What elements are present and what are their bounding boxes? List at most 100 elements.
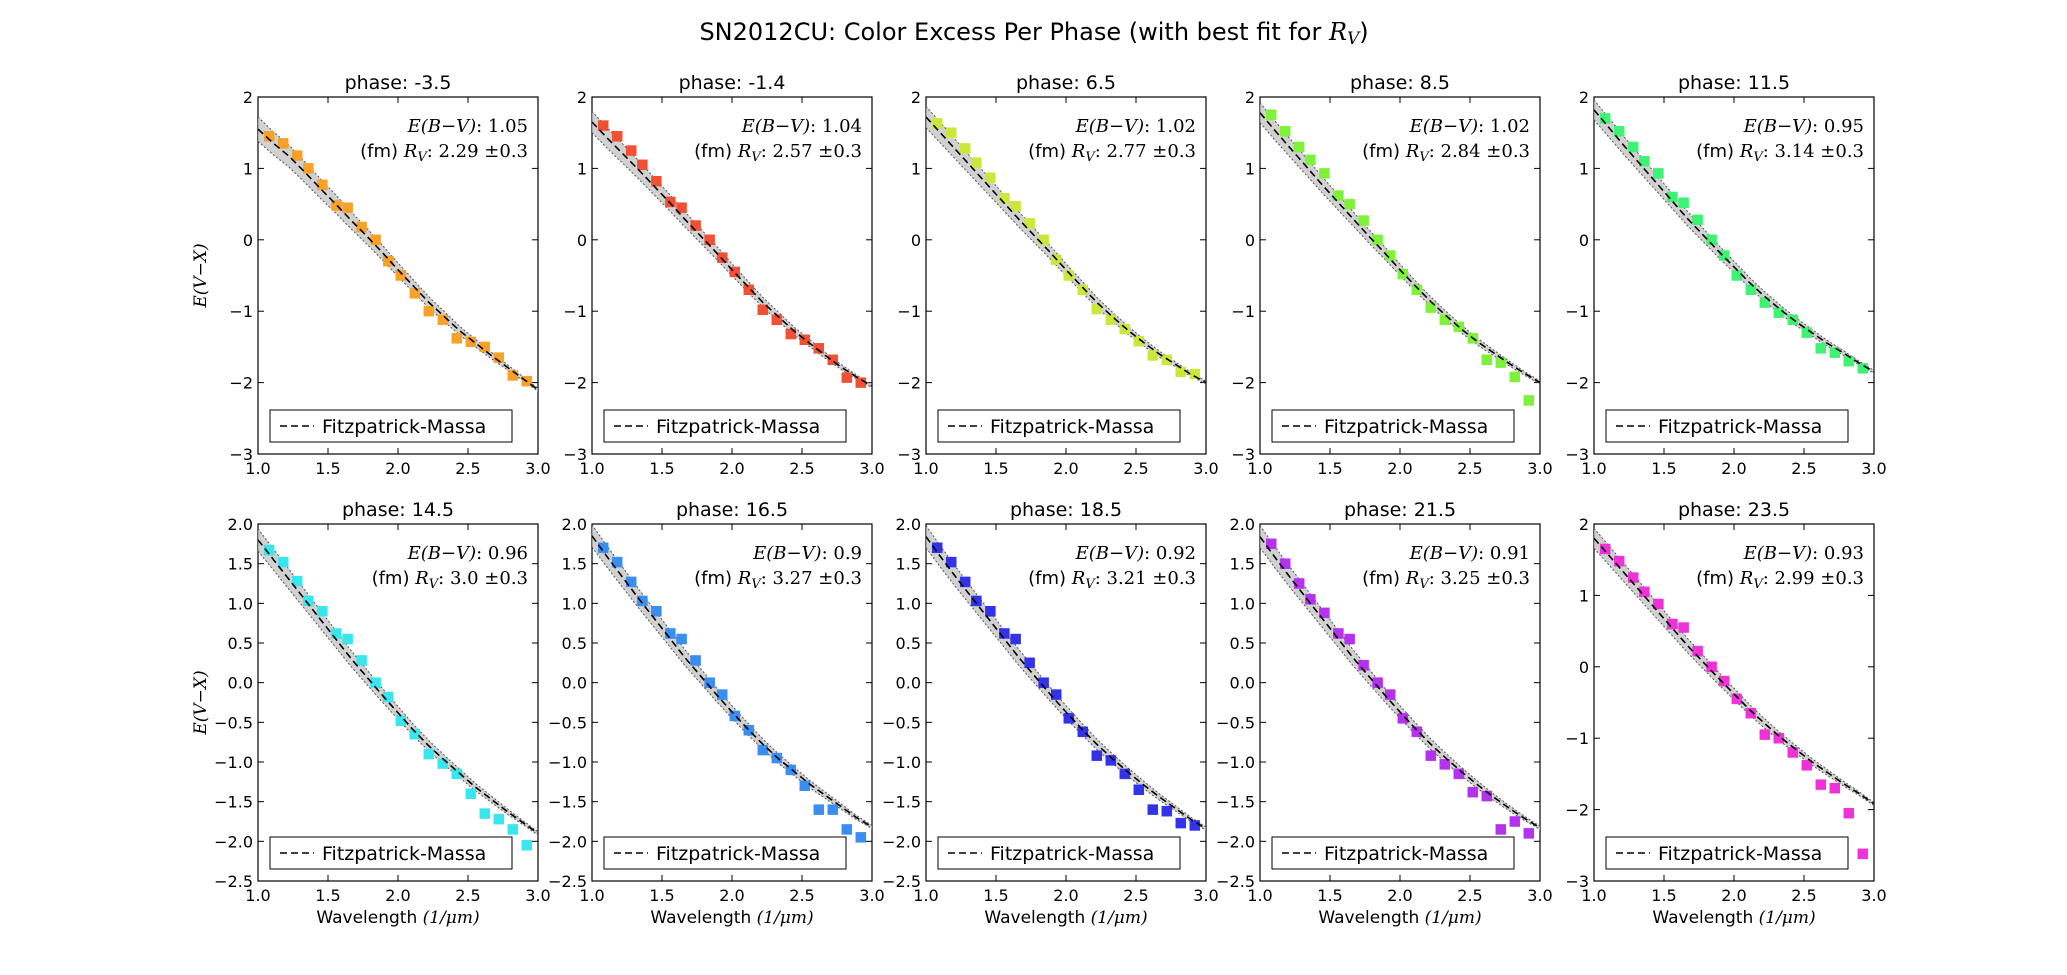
data-point	[1843, 355, 1855, 367]
legend-box	[269, 836, 513, 870]
y-tick-label: 0	[243, 231, 253, 250]
data-point	[743, 284, 755, 296]
plot-area	[926, 105, 1206, 385]
y-tick-label: 1	[1579, 586, 1589, 605]
x-tick-label: 2.5	[1457, 886, 1482, 905]
data-point	[1358, 215, 1369, 226]
y-tick-label: 0.0	[1230, 674, 1255, 693]
x-tick-label: 3.0	[1527, 459, 1552, 478]
data-point	[1372, 234, 1383, 246]
data-point	[1627, 141, 1639, 153]
data-point	[945, 127, 957, 138]
y-tick-label: −3	[1231, 445, 1255, 464]
y-tick-label: 0	[577, 231, 587, 250]
data-point	[1010, 200, 1021, 212]
x-tick-label: 1.0	[1581, 886, 1606, 905]
plot-area	[1594, 527, 1874, 860]
data-point	[651, 606, 662, 617]
y-tick-label: −2	[1565, 801, 1589, 820]
y-tick-label: −2	[897, 374, 921, 393]
fit-upper-bound	[592, 524, 872, 826]
x-tick-label: 2.0	[719, 459, 744, 478]
data-point	[1745, 707, 1757, 719]
y-tick-label: 2.0	[228, 515, 253, 534]
data-point	[1599, 543, 1611, 555]
data-point	[1639, 156, 1650, 167]
data-point	[1319, 168, 1330, 179]
data-point	[1509, 816, 1521, 827]
y-tick-label: −0.5	[882, 713, 921, 732]
data-point	[263, 131, 275, 142]
legend-label: Fitzpatrick-Massa	[1658, 416, 1822, 438]
x-tick-label: 1.0	[245, 886, 270, 905]
data-point	[1319, 607, 1330, 619]
ebv-annotation: E(B−V): 0.9	[752, 543, 862, 564]
data-point	[1119, 323, 1131, 335]
data-point	[757, 744, 769, 756]
y-tick-label: 1.5	[1230, 555, 1255, 574]
data-point	[1467, 786, 1479, 798]
y-tick-label: 1	[911, 159, 921, 178]
legend-box	[1271, 836, 1515, 870]
y-tick-label: 1.0	[896, 594, 921, 613]
x-tick-label: 1.0	[579, 459, 604, 478]
data-point	[985, 172, 996, 183]
data-point	[1384, 250, 1396, 261]
x-tick-label: 2.5	[789, 886, 814, 905]
y-tick-label: 0.5	[896, 634, 921, 653]
data-point	[799, 780, 811, 792]
data-point	[637, 595, 648, 607]
data-point	[303, 595, 314, 607]
data-point	[1653, 168, 1664, 179]
fit-curve	[592, 535, 872, 828]
data-point	[1133, 784, 1145, 796]
data-point	[611, 556, 623, 568]
panel-title: phase: 14.5	[342, 499, 454, 521]
y-tick-label: 1	[1579, 159, 1589, 178]
data-point	[356, 655, 367, 666]
x-tick-label: 2.0	[385, 459, 410, 478]
y-tick-label: −1.0	[882, 753, 921, 772]
y-tick-label: −2.5	[214, 872, 253, 891]
data-point	[625, 576, 637, 588]
x-tick-label: 1.0	[245, 459, 270, 478]
data-point	[1265, 538, 1277, 550]
fit-upper-bound	[258, 116, 538, 389]
data-point	[959, 143, 971, 154]
x-tick-label: 1.0	[913, 459, 938, 478]
data-point	[813, 804, 825, 815]
x-tick-label: 2.5	[455, 886, 480, 905]
legend-box	[269, 409, 513, 443]
x-tick-label: 1.0	[1247, 459, 1272, 478]
y-tick-label: −0.5	[548, 713, 587, 732]
data-point	[855, 832, 867, 843]
fit-curve	[1260, 112, 1540, 384]
ebv-annotation: E(B−V): 1.04	[741, 116, 862, 137]
data-point	[1091, 303, 1103, 315]
y-tick-label: −2.0	[1216, 832, 1255, 851]
y-tick-label: −2	[229, 374, 253, 393]
data-point	[1091, 750, 1103, 761]
y-tick-label: −1	[563, 302, 587, 321]
data-point	[451, 768, 463, 780]
data-point	[1010, 633, 1021, 645]
data-point	[1653, 598, 1664, 610]
fit-curve	[592, 121, 872, 387]
x-tick-label: 3.0	[1193, 886, 1218, 905]
plot-area	[592, 524, 872, 843]
x-tick-label: 1.5	[315, 459, 340, 478]
data-point	[813, 343, 825, 354]
y-tick-label: −1.5	[214, 793, 253, 812]
x-tick-label: 3.0	[1527, 886, 1552, 905]
x-tick-label: 2.5	[1457, 459, 1482, 478]
x-tick-label: 1.5	[315, 886, 340, 905]
y-tick-label: −1	[897, 302, 921, 321]
legend-box	[1271, 409, 1515, 443]
y-tick-label: 1	[577, 159, 587, 178]
data-point	[971, 157, 982, 168]
fit-upper-bound	[1260, 525, 1540, 827]
data-point	[263, 544, 275, 556]
x-tick-label: 1.5	[983, 886, 1008, 905]
data-point	[757, 304, 769, 316]
legend-label: Fitzpatrick-Massa	[322, 416, 486, 438]
